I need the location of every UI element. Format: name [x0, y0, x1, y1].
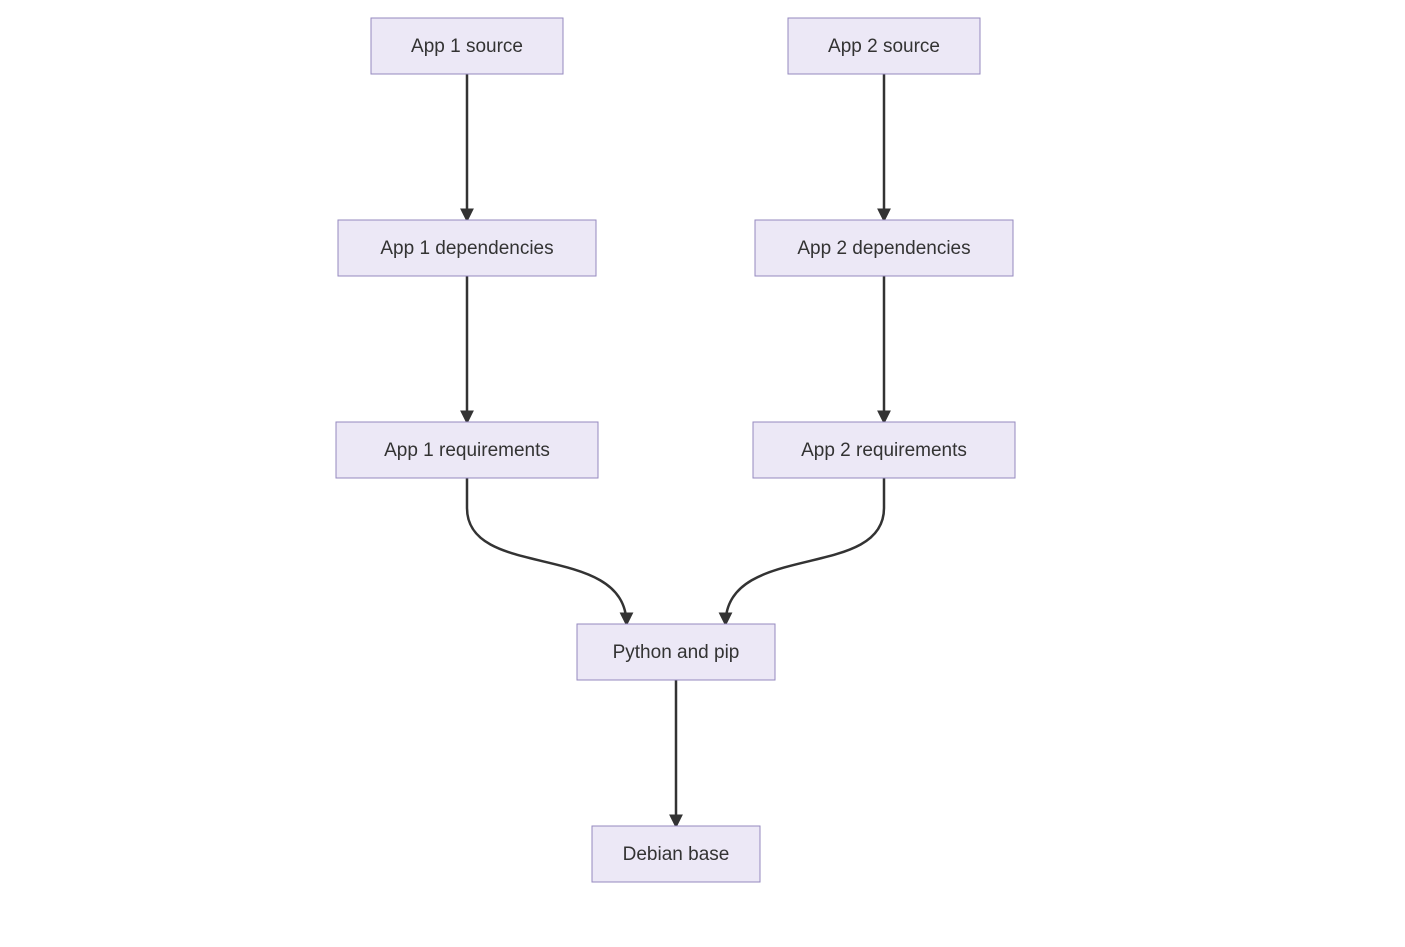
node-a2r: App 2 requirements: [753, 422, 1015, 478]
node-a1r-label: App 1 requirements: [384, 440, 550, 461]
node-a1d: App 1 dependencies: [338, 220, 596, 276]
node-a2s: App 2 source: [788, 18, 980, 74]
node-a1s: App 1 source: [371, 18, 563, 74]
node-a2s-label: App 2 source: [828, 36, 940, 57]
edge-a2r-pp: [726, 478, 885, 624]
node-pp-label: Python and pip: [613, 642, 740, 663]
node-a2d-label: App 2 dependencies: [797, 238, 970, 259]
node-a1s-label: App 1 source: [411, 36, 523, 57]
node-pp: Python and pip: [577, 624, 775, 680]
node-a1r: App 1 requirements: [336, 422, 598, 478]
node-a2d: App 2 dependencies: [755, 220, 1013, 276]
edge-a1r-pp: [467, 478, 627, 624]
node-db-label: Debian base: [623, 844, 730, 865]
node-a2r-label: App 2 requirements: [801, 440, 967, 461]
node-a1d-label: App 1 dependencies: [380, 238, 553, 259]
node-db: Debian base: [592, 826, 760, 882]
flowchart-canvas: App 1 source App 2 source App 1 dependenci…: [0, 0, 1405, 947]
